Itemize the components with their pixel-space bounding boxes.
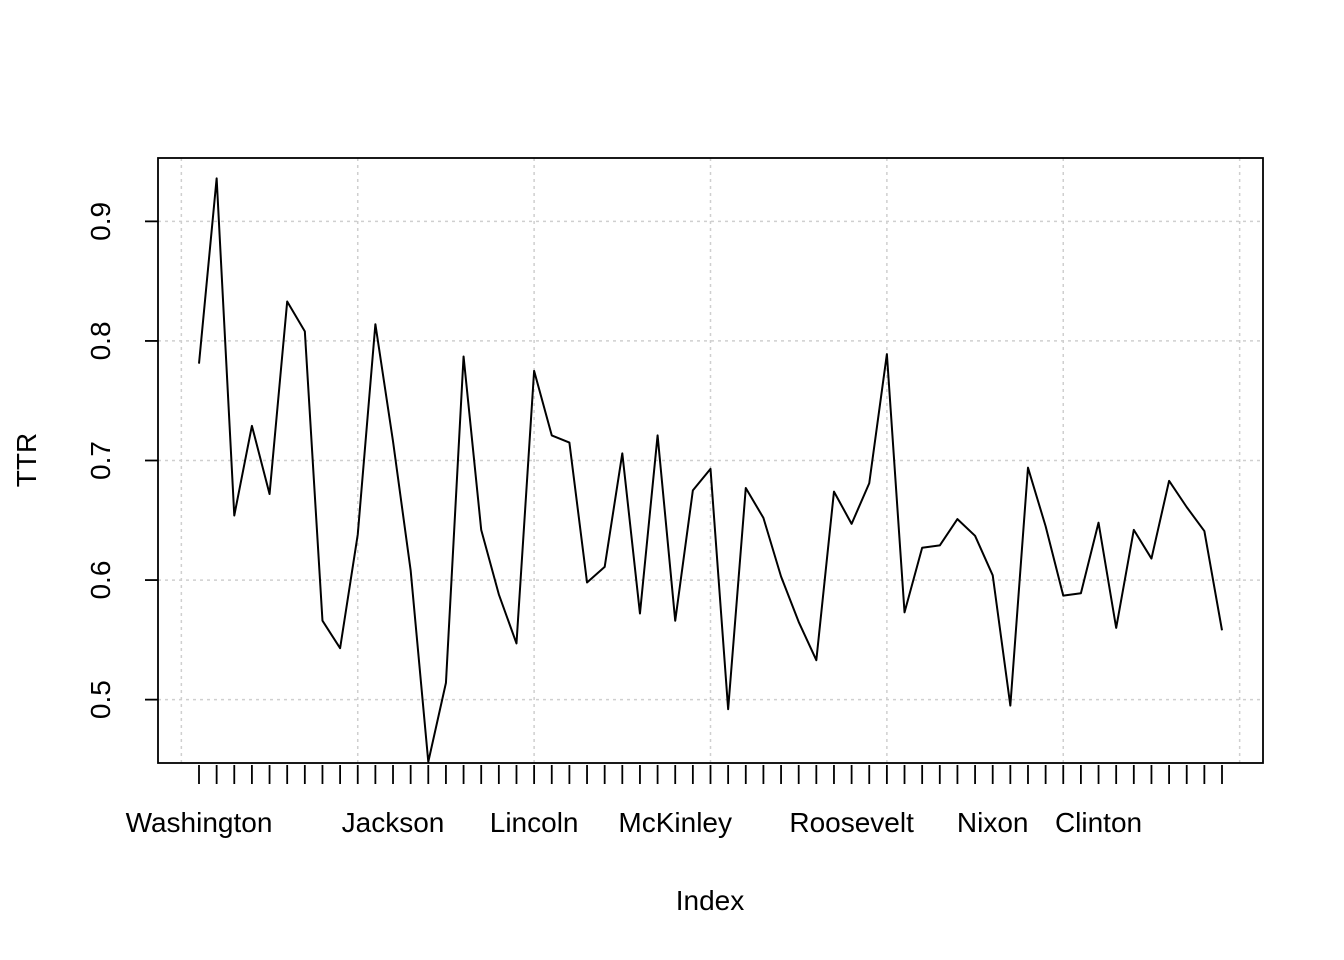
x-tick-label: Clinton — [1055, 807, 1142, 838]
x-tick-label: Lincoln — [490, 807, 579, 838]
y-tick-label: 0.9 — [85, 202, 116, 241]
y-tick-label: 0.7 — [85, 441, 116, 480]
x-tick-label: Jackson — [342, 807, 445, 838]
x-axis-title: Index — [676, 885, 745, 916]
y-axis: 0.5 0.6 0.7 0.8 0.9 — [85, 202, 158, 719]
x-tick-label: Washington — [126, 807, 273, 838]
x-tick-label: Roosevelt — [789, 807, 914, 838]
y-tick-label: 0.6 — [85, 561, 116, 600]
x-tick-label: Nixon — [957, 807, 1029, 838]
grid — [158, 158, 1263, 763]
x-axis: Washington Jackson Lincoln McKinley Roosevel… — [126, 765, 1223, 838]
series-line-ttr — [198, 177, 1223, 763]
y-tick-label: 0.5 — [85, 680, 116, 719]
x-tick-label: McKinley — [618, 807, 732, 838]
series-layer — [198, 177, 1223, 763]
y-tick-label: 0.8 — [85, 321, 116, 360]
y-axis-title: TTR — [11, 433, 42, 487]
